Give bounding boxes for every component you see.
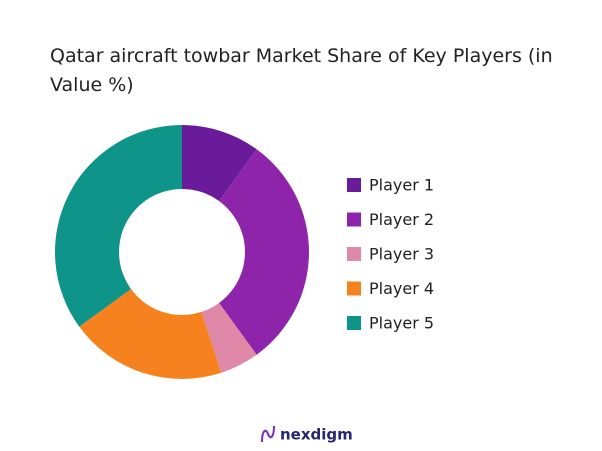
- legend-swatch: [347, 212, 361, 227]
- legend-swatch: [347, 178, 361, 192]
- legend-label: Player 3: [369, 245, 434, 264]
- legend-swatch: [347, 281, 361, 296]
- donut-slice: [79, 289, 222, 380]
- legend-label: Player 5: [369, 314, 434, 333]
- logo-icon: [261, 425, 275, 443]
- donut-slice: [201, 302, 257, 373]
- legend-swatch: [347, 316, 361, 330]
- legend-label: Player 2: [369, 210, 434, 229]
- brand: nexdigm: [280, 426, 353, 444]
- legend-label: Player 1: [369, 176, 434, 195]
- chart-title: Qatar aircraft towbar Market Share of Ke…: [50, 45, 553, 96]
- donut-slice: [219, 149, 309, 355]
- donut-slice: [55, 125, 183, 327]
- legend-swatch: [347, 247, 361, 261]
- donut-slice: [182, 125, 257, 202]
- legend-label: Player 4: [369, 279, 434, 298]
